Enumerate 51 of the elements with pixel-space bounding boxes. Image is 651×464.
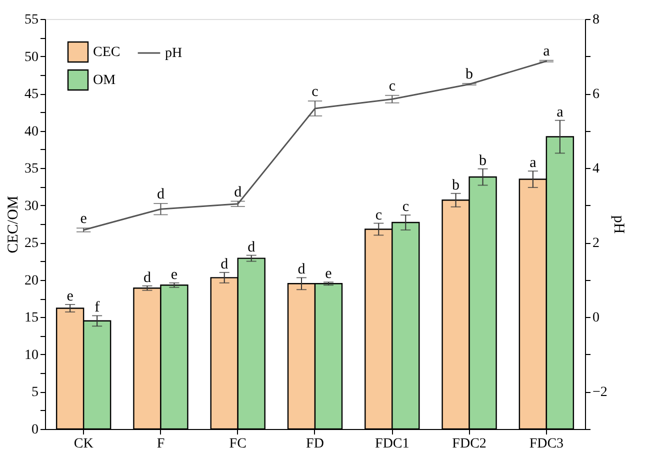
y-tick-label: 20 xyxy=(24,273,38,288)
y-tick-label: 10 xyxy=(24,348,38,363)
data-label: f xyxy=(94,300,100,316)
data-label: d xyxy=(298,262,306,278)
y2-tick-label: 2 xyxy=(592,236,600,252)
y2-tick-label: 6 xyxy=(592,87,600,102)
data-label: c xyxy=(312,84,319,100)
y-tick-label: 30 xyxy=(24,198,38,214)
data-label: c xyxy=(375,207,382,224)
y-tick-label: 55 xyxy=(24,12,38,28)
y-tick-label: 0 xyxy=(32,422,38,438)
x-tick-label: FC xyxy=(229,436,246,452)
data-label: b xyxy=(466,66,474,82)
y2-tick-label: −2 xyxy=(592,385,608,400)
y2-tick-label: 0 xyxy=(592,310,600,326)
data-label: d xyxy=(143,270,152,286)
data-label: a xyxy=(556,104,564,120)
y2-tick-label: 8 xyxy=(592,12,600,28)
x-tick-label: CK xyxy=(74,436,94,452)
data-label: d xyxy=(234,184,242,200)
data-label: e xyxy=(170,266,178,283)
y-tick-label: 45 xyxy=(24,87,38,102)
y-tick-label: 5 xyxy=(32,385,38,400)
y2-tick-label: 4 xyxy=(592,162,600,177)
y-axis-title: CEC/OM xyxy=(6,196,22,254)
data-label: b xyxy=(479,152,487,169)
x-tick-label: FDC2 xyxy=(452,436,486,452)
x-tick-label: FDC1 xyxy=(375,436,410,452)
legend-label: CEC xyxy=(93,45,120,60)
data-label: c xyxy=(402,199,410,216)
x-tick-label: FDC3 xyxy=(529,436,564,452)
x-tick-label: F xyxy=(156,436,165,452)
legend-label: pH xyxy=(165,46,182,61)
y-tick-label: 50 xyxy=(24,50,38,65)
data-label: d xyxy=(220,256,229,272)
y-tick-label: 35 xyxy=(24,162,38,177)
data-label: c xyxy=(388,78,396,94)
legend-label: OM xyxy=(93,73,116,88)
y-tick-label: 15 xyxy=(24,310,38,326)
data-label: e xyxy=(80,211,88,228)
y2-axis-title: pH xyxy=(610,215,626,234)
x-tick-label: FD xyxy=(306,436,324,452)
data-label: d xyxy=(156,186,165,202)
data-label: a xyxy=(530,155,537,172)
data-label: b xyxy=(452,177,460,194)
data-label: d xyxy=(248,239,256,256)
y-tick-label: 40 xyxy=(24,124,38,140)
data-label: e xyxy=(325,266,332,282)
data-label: e xyxy=(66,288,74,305)
y-tick-label: 25 xyxy=(24,236,38,252)
data-label: a xyxy=(543,43,550,60)
